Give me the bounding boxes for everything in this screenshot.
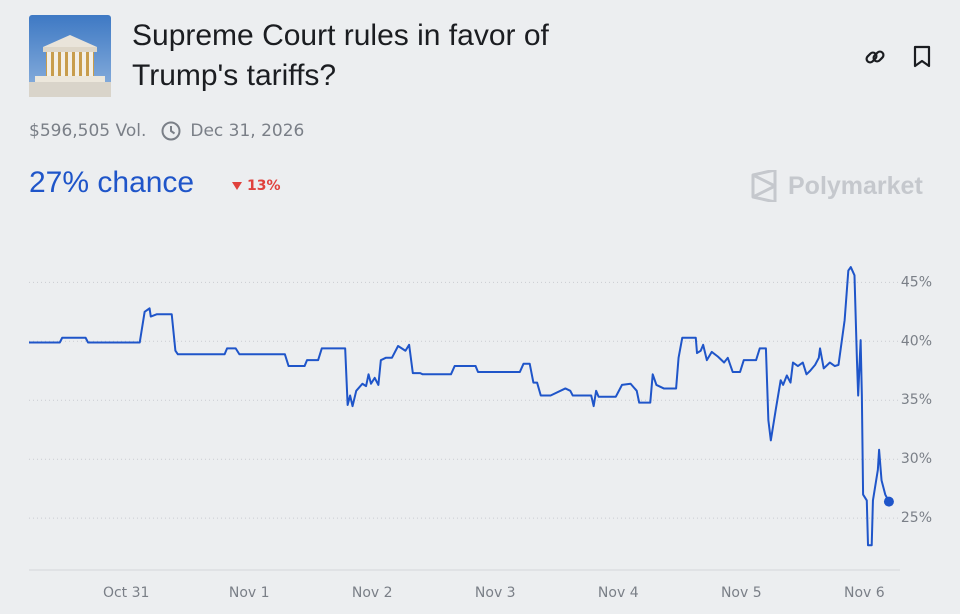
y-tick-label: 45% xyxy=(901,274,932,290)
clock-icon xyxy=(161,121,181,141)
volume: $596,505 Vol. xyxy=(29,121,147,141)
y-tick-label: 30% xyxy=(901,451,932,467)
x-tick-label: Nov 2 xyxy=(352,585,393,601)
chance: 27% chance xyxy=(29,166,195,199)
market-meta: $596,505 Vol. Dec 31, 2026 xyxy=(29,120,304,142)
down-triangle xyxy=(232,182,242,190)
price-line xyxy=(29,266,890,547)
end-date: Dec 31, 2026 xyxy=(190,121,305,141)
x-tick-label: Oct 31 xyxy=(103,585,149,601)
y-tick-label: 35% xyxy=(901,392,932,408)
x-tick-label: Nov 1 xyxy=(229,585,270,601)
brand-logo xyxy=(751,170,777,202)
market-thumbnail xyxy=(29,15,111,97)
last-point xyxy=(883,496,894,507)
brand: Polymarket xyxy=(750,170,923,202)
x-tick-label: Nov 3 xyxy=(475,585,516,601)
bookmark-button[interactable] xyxy=(912,45,932,69)
y-tick-label: 25% xyxy=(901,510,932,526)
market-title: Supreme Court rules in favor of Trump's … xyxy=(132,19,549,92)
y-tick-label: 40% xyxy=(901,333,932,349)
change: 13% xyxy=(231,178,281,194)
link-button[interactable] xyxy=(864,46,886,68)
x-tick-label: Nov 4 xyxy=(598,585,639,601)
brand-name: Polymarket xyxy=(788,171,923,200)
change-value: 13% xyxy=(247,178,281,194)
x-tick-label: Nov 5 xyxy=(721,585,762,601)
x-tick-label: Nov 6 xyxy=(844,585,885,601)
